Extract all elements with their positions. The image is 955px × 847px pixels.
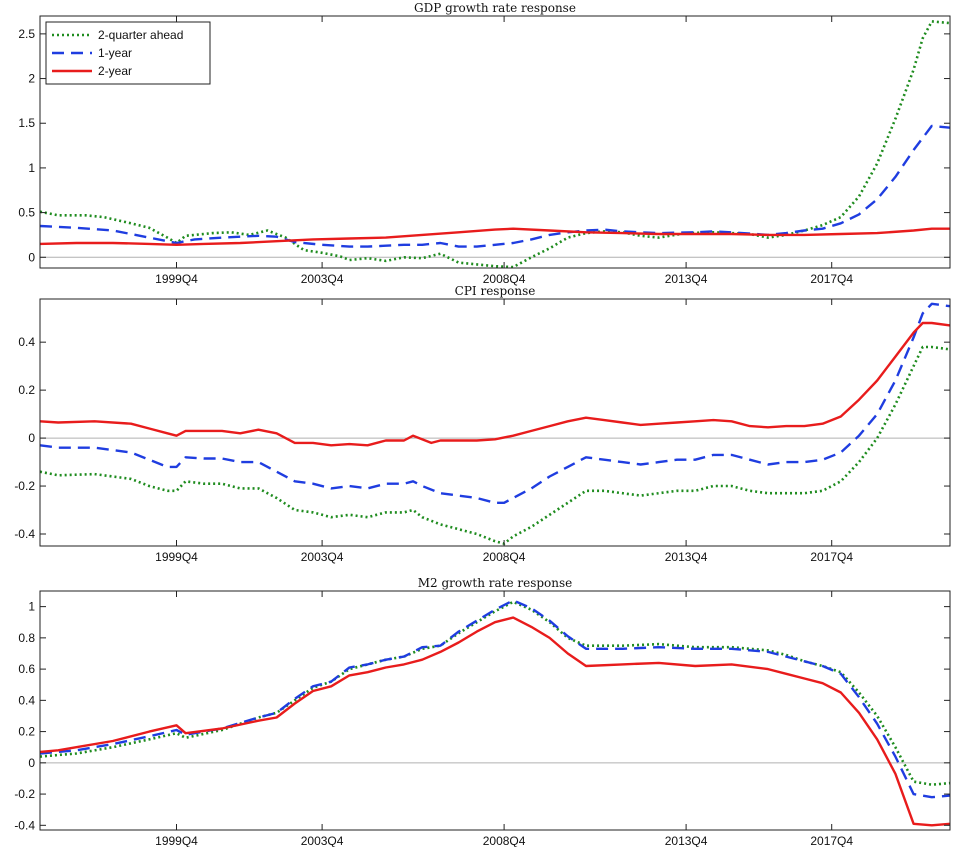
y-tick-label: 0.4 (18, 335, 35, 349)
axes-box (39, 298, 951, 547)
gdp-growth-panel: GDP growth rate response 1999Q4 2003Q4 200… (18, 1, 951, 286)
x-tick-label: 1999Q4 (155, 834, 198, 847)
panel-title: CPI response (455, 284, 536, 298)
x-tick-label: 2003Q4 (301, 272, 344, 286)
x-tick-label: 2013Q4 (665, 834, 708, 847)
x-tick-label: 2017Q4 (810, 834, 853, 847)
y-tick-label: -0.4 (14, 818, 35, 832)
y-tick-label: 2.5 (18, 27, 35, 41)
series-line-2-year (39, 321, 951, 447)
x-tick-label: 2013Q4 (665, 272, 708, 286)
x-tick-label: 2008Q4 (483, 550, 526, 564)
y-tick-label: 0.2 (18, 725, 35, 739)
y-tick-label: 0.5 (18, 206, 35, 220)
y-tick-label: 0.6 (18, 662, 35, 676)
y-tick-label: 0 (28, 431, 35, 445)
x-tick-label: 2008Q4 (483, 834, 526, 847)
x-tick-label: 2013Q4 (665, 550, 708, 564)
legend-label: 2-year (98, 64, 132, 78)
y-tick-label: -0.2 (14, 479, 35, 493)
x-tick-label: 2017Q4 (810, 550, 853, 564)
series-line-2-quarter-ahead (39, 345, 951, 545)
legend: 2-quarter ahead 1-year 2-year (45, 21, 211, 85)
series-line-1-year (39, 599, 951, 799)
x-tick-label: 2017Q4 (810, 272, 853, 286)
cpi-panel: CPI response 1999Q4 2003Q4 2008Q4 2013Q4 201… (14, 284, 951, 564)
axes-box (39, 590, 951, 831)
m2-growth-panel: M2 growth rate response 1999Q4 2003Q4 2008… (14, 576, 951, 847)
y-tick-label: 0 (28, 250, 35, 264)
x-tick-label: 2003Q4 (301, 550, 344, 564)
panel-title: GDP growth rate response (414, 1, 576, 15)
x-tick-label: 1999Q4 (155, 550, 198, 564)
series-line-2-quarter-ahead (39, 600, 951, 786)
y-tick-label: 0.2 (18, 383, 35, 397)
y-tick-label: 1 (28, 600, 35, 614)
axes-box (39, 15, 951, 269)
series-line-1-year (39, 124, 951, 248)
x-tick-label: 2003Q4 (301, 834, 344, 847)
series-line-2-quarter-ahead (39, 20, 951, 269)
y-tick-label: 0.4 (18, 693, 35, 707)
y-tick-label: 0 (28, 756, 35, 770)
legend-label: 1-year (98, 46, 132, 60)
x-tick-label: 2008Q4 (483, 272, 526, 286)
y-tick-label: -0.2 (14, 787, 35, 801)
legend-label: 2-quarter ahead (98, 28, 183, 42)
y-tick-label: 0.8 (18, 631, 35, 645)
y-tick-label: -0.4 (14, 527, 35, 541)
series-line-2-year (39, 227, 950, 246)
y-tick-label: 1.5 (18, 116, 35, 130)
series-line-1-year (39, 302, 951, 504)
y-tick-label: 2 (28, 72, 35, 86)
panel-title: M2 growth rate response (418, 576, 573, 590)
y-tick-label: 1 (28, 161, 35, 175)
x-tick-label: 1999Q4 (155, 272, 198, 286)
series-line-2-year (39, 616, 951, 827)
